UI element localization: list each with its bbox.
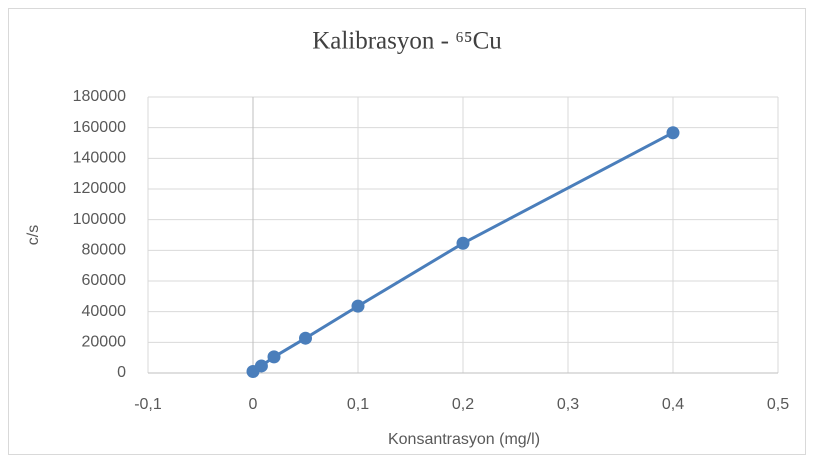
y-axis-label: c/s bbox=[25, 225, 42, 245]
x-tick-label: 0,4 bbox=[662, 396, 684, 413]
y-tick-label: 60000 bbox=[82, 272, 127, 289]
data-point bbox=[267, 350, 281, 364]
y-tick-label: 100000 bbox=[73, 211, 126, 228]
x-tick-label: 0,2 bbox=[452, 396, 474, 413]
data-point bbox=[254, 359, 268, 373]
y-tick-label: 120000 bbox=[73, 180, 126, 197]
data-point bbox=[351, 299, 365, 313]
x-tick-label: -0,1 bbox=[134, 396, 162, 413]
y-tick-label: 40000 bbox=[82, 303, 127, 320]
y-tick-label: 180000 bbox=[73, 88, 126, 105]
x-tick-label: 0,3 bbox=[557, 396, 579, 413]
y-tick-label: 20000 bbox=[82, 334, 127, 351]
y-tick-label: 140000 bbox=[73, 150, 126, 167]
data-point bbox=[456, 236, 470, 250]
data-point bbox=[299, 331, 312, 345]
y-tick-label: 0 bbox=[117, 364, 126, 381]
chart-border bbox=[8, 8, 806, 455]
x-tick-label: 0 bbox=[249, 396, 258, 413]
chart-title: Kalibrasyon - ⁶⁵Cu bbox=[312, 28, 502, 55]
x-tick-label: 0,1 bbox=[347, 396, 369, 413]
y-tick-label: 80000 bbox=[82, 242, 127, 259]
x-tick-label: 0,5 bbox=[767, 396, 789, 413]
data-point bbox=[666, 126, 680, 140]
x-axis-label: Konsantrasyon (mg/l) bbox=[388, 431, 540, 448]
y-tick-label: 160000 bbox=[73, 119, 126, 136]
